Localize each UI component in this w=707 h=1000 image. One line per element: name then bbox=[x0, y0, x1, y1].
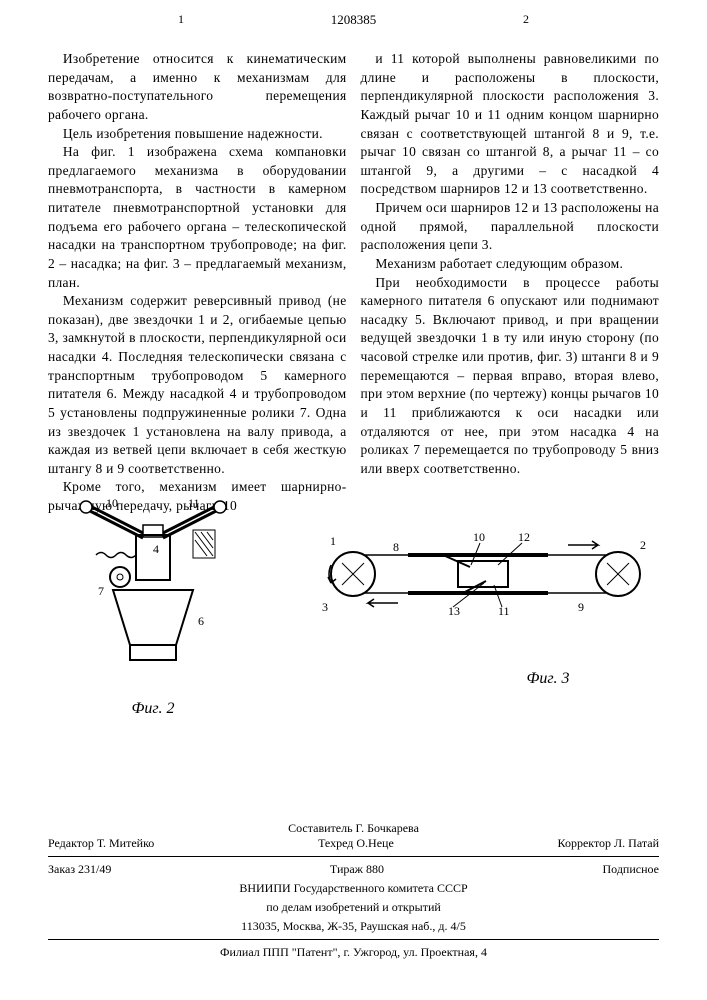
fig3-label-1: 1 bbox=[330, 534, 336, 548]
figure-2: 10 11 7 6 4 Фиг. 2 bbox=[58, 495, 248, 718]
footer-row-editors: Редактор Т. Митейко Техред О.Неце Коррек… bbox=[48, 836, 659, 851]
left-column: Изобретение относится к кинематическим п… bbox=[48, 50, 347, 516]
fig2-label-6: 6 bbox=[198, 614, 204, 628]
para: Причем оси шарниров 12 и 13 расположены … bbox=[361, 199, 660, 255]
fig2-label-10: 10 bbox=[106, 496, 118, 510]
footer-techeditor: Техред О.Неце bbox=[318, 836, 394, 851]
fig3-label-9: 9 bbox=[578, 600, 584, 614]
footer-corrector: Корректор Л. Патай bbox=[558, 836, 659, 851]
fig3-label-2: 2 bbox=[640, 538, 646, 552]
para: и 11 которой выполнены равновеликими по … bbox=[361, 50, 660, 199]
fig2-caption: Фиг. 2 bbox=[58, 700, 248, 718]
footer-editor: Редактор Т. Митейко bbox=[48, 836, 154, 851]
divider bbox=[48, 939, 659, 940]
footer-address1: 113035, Москва, Ж-35, Раушская наб., д. … bbox=[48, 919, 659, 934]
para: Механизм содержит реверсивный привод (не… bbox=[48, 292, 347, 478]
para: Изобретение относится к кинематическим п… bbox=[48, 50, 347, 125]
footer-block: Составитель Г. Бочкарева Редактор Т. Мит… bbox=[48, 817, 659, 960]
page-num-left: 1 bbox=[178, 12, 184, 27]
footer-address2: Филиал ППП "Патент", г. Ужгород, ул. Про… bbox=[48, 945, 659, 960]
page-num-right: 2 bbox=[523, 12, 529, 27]
footer-compiler: Составитель Г. Бочкарева bbox=[48, 821, 659, 836]
text-columns: Изобретение относится к кинематическим п… bbox=[48, 50, 659, 516]
divider bbox=[48, 856, 659, 857]
para: Цель изобретения повышение надежности. bbox=[48, 125, 347, 144]
fig3-label-10: 10 bbox=[473, 530, 485, 544]
doc-number: 1208385 bbox=[331, 12, 377, 28]
fig2-label-4: 4 bbox=[153, 542, 159, 556]
para: При необходимости в процессе работы каме… bbox=[361, 274, 660, 479]
fig3-label-8: 8 bbox=[393, 540, 399, 554]
right-column: и 11 которой выполнены равновеликими по … bbox=[361, 50, 660, 516]
fig3-label-3: 3 bbox=[322, 600, 328, 614]
fig2-label-11: 11 bbox=[188, 496, 200, 510]
footer-org1: ВНИИПИ Государственного комитета СССР bbox=[48, 881, 659, 896]
figures-area: 10 11 7 6 4 Фиг. 2 bbox=[48, 485, 659, 715]
fig3-label-12: 12 bbox=[518, 530, 530, 544]
fig3-caption: Фиг. 3 bbox=[418, 670, 678, 688]
fig2-svg: 10 11 7 6 4 bbox=[58, 495, 248, 695]
footer-org2: по делам изобретений и открытий bbox=[48, 900, 659, 915]
fig3-label-11: 11 bbox=[498, 604, 510, 618]
fig2-label-7: 7 bbox=[98, 584, 104, 598]
fig3-svg: 1 2 3 8 9 10 11 12 13 bbox=[298, 515, 678, 665]
figure-3: 1 2 3 8 9 10 11 12 13 Фиг. 3 bbox=[298, 515, 678, 688]
footer-subscription: Подписное bbox=[603, 862, 660, 877]
footer-order: Заказ 231/49 bbox=[48, 862, 111, 877]
para: Механизм работает следующим образом. bbox=[361, 255, 660, 274]
para: На фиг. 1 изображена схема компановки пр… bbox=[48, 143, 347, 292]
footer-copies: Тираж 880 bbox=[330, 862, 384, 877]
footer-row-order: Заказ 231/49 Тираж 880 Подписное bbox=[48, 862, 659, 877]
